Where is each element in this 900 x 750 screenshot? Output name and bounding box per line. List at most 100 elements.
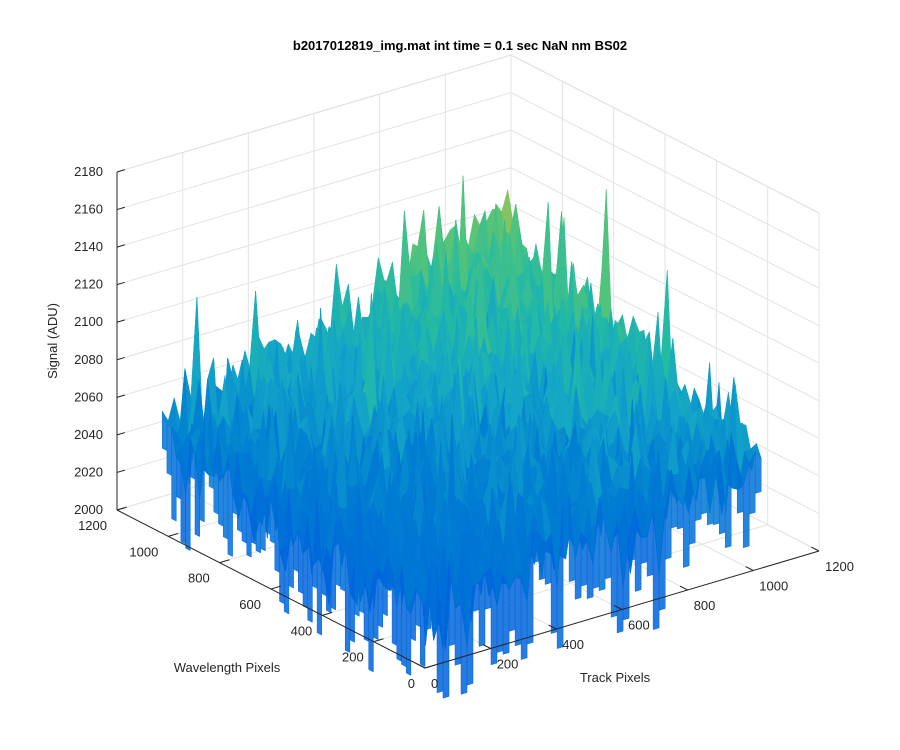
surface-skirt-left [218, 435, 224, 527]
x-axis-label: Track Pixels [580, 670, 651, 685]
x-tick-mark [417, 663, 426, 669]
surface-skirt-right [460, 603, 468, 695]
surface-skirt-right [586, 539, 594, 599]
surface-skirt-left [208, 397, 215, 490]
surface-skirt-left [176, 455, 182, 500]
surface-skirt-right [640, 536, 648, 564]
surface-skirt-left [401, 565, 407, 668]
surface-skirt-left [194, 454, 200, 538]
x-tick-label: 1000 [759, 579, 788, 594]
surface-skirt-right [532, 527, 540, 564]
surface-skirt-left [420, 597, 426, 668]
x-tick-mark [614, 605, 623, 610]
surface-skirt-left [391, 568, 398, 646]
y-tick-label: 1200 [78, 518, 107, 533]
surface-skirt-right [616, 521, 624, 634]
z-tick-label: 2120 [74, 277, 103, 292]
x-tick-label: 200 [497, 657, 519, 672]
y-axis-label: Wavelength Pixels [174, 660, 281, 675]
surface-skirt-right [754, 451, 762, 494]
z-tick-mark [116, 281, 126, 286]
z-tick-label: 2060 [74, 389, 103, 404]
y-tick-label: 0 [408, 676, 415, 691]
z-tick-label: 2160 [74, 202, 103, 217]
surface-skirt-right [424, 559, 432, 631]
x-tick-mark [679, 585, 688, 591]
surface-plot [161, 175, 762, 699]
surface-skirt-left [298, 530, 304, 595]
surface-skirt-left [241, 490, 247, 544]
axes-lines [116, 169, 820, 669]
surface-skirt-left [302, 516, 308, 609]
grid-line [116, 204, 512, 323]
surface-skirt-right [574, 533, 582, 600]
surface-skirt-right [472, 582, 480, 612]
surface-skirt-left [283, 488, 290, 615]
z-tick-mark [116, 394, 126, 398]
z-tick-mark [116, 507, 126, 511]
surface-skirt-left [340, 517, 346, 592]
grid-line [510, 129, 820, 289]
grid-line [510, 167, 820, 327]
x-tick-mark [745, 566, 754, 571]
surface-skirt-right [526, 528, 534, 645]
surface-skirt-left [171, 427, 177, 522]
y-tick-mark [424, 664, 435, 669]
surface-skirt-left [368, 578, 374, 673]
surface-skirt-right [562, 493, 570, 543]
surface-skirt-right [454, 603, 462, 666]
x-tick-mark [482, 644, 491, 649]
y-tick-label: 400 [291, 623, 313, 638]
surface-skirt-left [335, 517, 341, 587]
y-tick-mark [373, 638, 384, 643]
z-tick-mark [116, 432, 126, 436]
surface-skirt-right [514, 576, 522, 647]
surface-skirt-left [180, 463, 186, 545]
surface-skirt-right [724, 433, 732, 549]
x-tick-label: 1200 [825, 559, 854, 574]
surface-skirt-left [185, 438, 191, 552]
surface-skirt-right [478, 572, 486, 647]
z-axis-label: Signal (ADU) [45, 303, 60, 379]
surface-skirt-left [269, 476, 276, 544]
surface-skirt-left [377, 565, 384, 628]
z-tick-mark [116, 206, 126, 211]
z-tick-mark [116, 244, 126, 248]
surface-skirt-left [279, 548, 285, 605]
surface-skirt-left [405, 606, 412, 676]
surface-skirt-right [742, 463, 750, 549]
surface-skirt-right [694, 465, 702, 522]
surface-skirt-left [307, 516, 313, 623]
y-tick-label: 1000 [129, 544, 158, 559]
surface-skirt-right [466, 585, 474, 686]
x-tick-label: 400 [562, 637, 584, 652]
surface-skirt-left [373, 566, 379, 641]
x-tick-mark [548, 624, 557, 630]
y-tick-mark [270, 585, 281, 590]
y-tick-label: 600 [239, 597, 261, 612]
grid-line [116, 129, 512, 248]
x-tick-mark [811, 546, 820, 552]
grid-line [116, 92, 512, 211]
y-tick-mark [168, 532, 179, 537]
surface-skirt-right [598, 497, 606, 592]
surface-skirt-right [502, 574, 510, 655]
z-tick-mark [116, 469, 126, 473]
z-tick-label: 2040 [74, 427, 103, 442]
x-tick-label: 800 [694, 598, 716, 613]
surface-skirt-right [682, 466, 690, 568]
surface-skirt-right [580, 532, 588, 587]
surface-skirt-right [490, 566, 498, 666]
z-tick-mark [116, 169, 126, 173]
surface-skirt-left [274, 476, 280, 573]
surface-skirt-right [688, 466, 696, 545]
surface-skirt-left [396, 565, 402, 662]
surface-skirt-left [344, 540, 351, 654]
surface-skirt-right [430, 559, 438, 621]
surface-skirt-left [237, 451, 243, 533]
surface-skirt-left [246, 496, 252, 558]
surface-skirt-right [442, 560, 450, 699]
x-tick-label: 600 [628, 618, 650, 633]
z-tick-label: 2080 [74, 352, 103, 367]
